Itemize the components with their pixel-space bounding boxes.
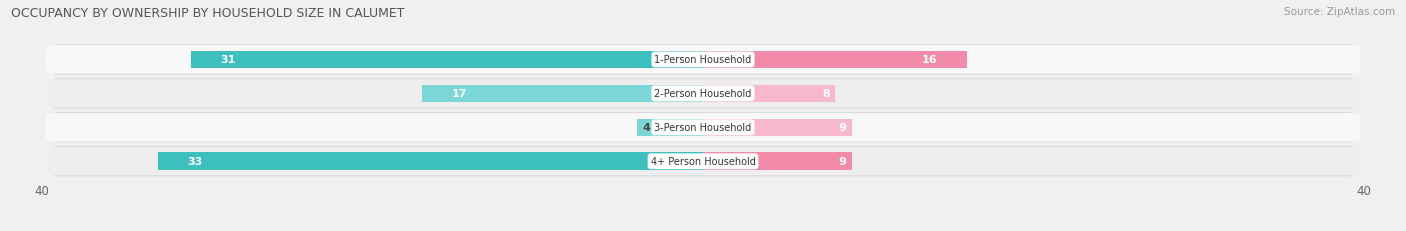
- Bar: [191, 51, 703, 69]
- Text: OCCUPANCY BY OWNERSHIP BY HOUSEHOLD SIZE IN CALUMET: OCCUPANCY BY OWNERSHIP BY HOUSEHOLD SIZE…: [11, 7, 405, 20]
- FancyBboxPatch shape: [51, 79, 1355, 109]
- Text: 9: 9: [838, 157, 846, 167]
- Legend: Owner-occupied, Renter-occupied: Owner-occupied, Renter-occupied: [589, 228, 817, 231]
- Bar: [422, 85, 703, 103]
- Bar: [703, 85, 835, 103]
- Bar: [703, 119, 852, 137]
- FancyBboxPatch shape: [45, 46, 1361, 74]
- FancyBboxPatch shape: [45, 147, 1361, 176]
- Text: 8: 8: [823, 89, 830, 99]
- FancyBboxPatch shape: [51, 147, 1355, 176]
- FancyBboxPatch shape: [51, 45, 1355, 75]
- Text: 1-Person Household: 1-Person Household: [654, 55, 752, 65]
- Text: 16: 16: [922, 55, 938, 65]
- Text: Source: ZipAtlas.com: Source: ZipAtlas.com: [1284, 7, 1395, 17]
- Text: 4+ Person Household: 4+ Person Household: [651, 157, 755, 167]
- Text: 31: 31: [221, 55, 236, 65]
- Text: 9: 9: [838, 123, 846, 133]
- FancyBboxPatch shape: [45, 114, 1361, 142]
- Text: 33: 33: [187, 157, 202, 167]
- FancyBboxPatch shape: [45, 80, 1361, 108]
- Bar: [703, 153, 852, 170]
- FancyBboxPatch shape: [51, 113, 1355, 143]
- Bar: [637, 119, 703, 137]
- Bar: [703, 51, 967, 69]
- Text: 3-Person Household: 3-Person Household: [654, 123, 752, 133]
- Bar: [157, 153, 703, 170]
- Text: 2-Person Household: 2-Person Household: [654, 89, 752, 99]
- Text: 17: 17: [451, 89, 467, 99]
- Text: 4: 4: [643, 123, 650, 133]
